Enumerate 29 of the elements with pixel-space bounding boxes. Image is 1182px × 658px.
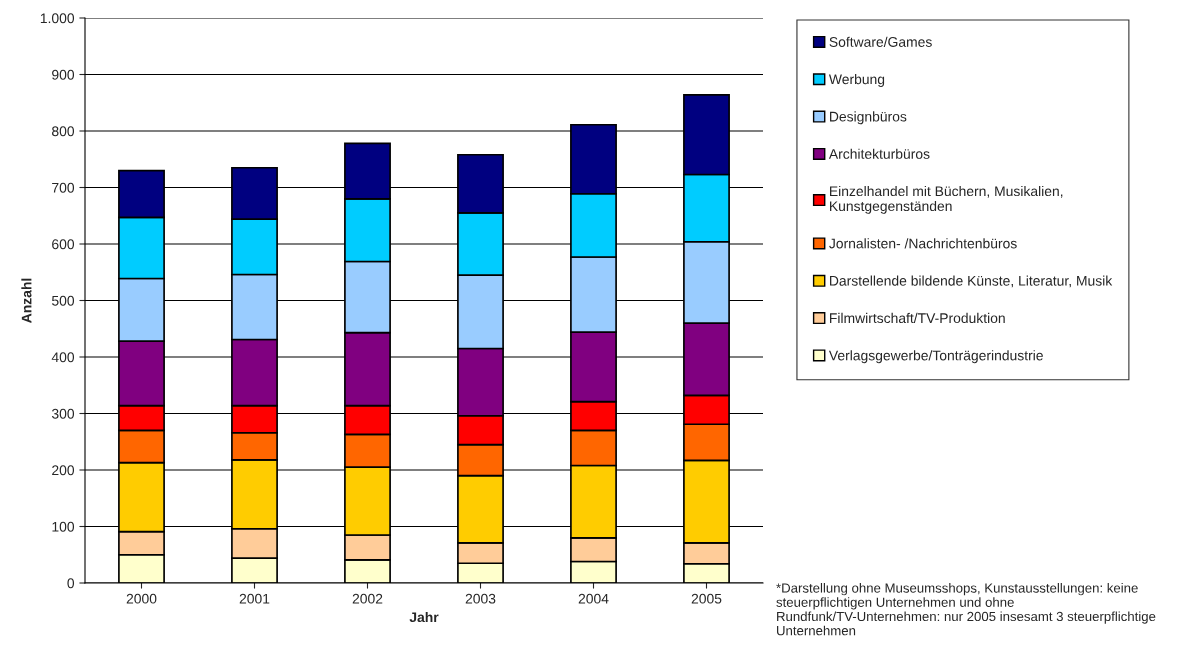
y-tick-label: 200 [52,465,75,476]
legend-label: Jornalisten- /Nachrichtenbüros [829,238,1017,249]
x-axis-title: Jahr [409,611,439,623]
y-tick-label: 600 [52,239,75,250]
y-tick-label: 100 [52,521,75,532]
y-tick-label: 400 [51,352,75,363]
x-tick-label: 2002 [352,593,383,604]
y-tick-label: 0 [67,578,75,589]
y-tick-label: 800 [52,126,75,137]
y-axis-title: Anzahl [21,278,32,323]
legend-label: Darstellende bildende Künste, Literatur, Musik [830,275,1113,288]
x-tick-label: 2001 [239,593,270,604]
y-tick-label: 700 [52,182,75,193]
y-tick-label: 500 [51,295,75,306]
y-tick-label: 900 [52,69,75,80]
y-tick-label: 300 [51,408,75,419]
legend-label: Software/Games [829,36,932,47]
x-tick-label: 2000 [126,593,157,604]
legend-label: Werbung [828,74,885,87]
legend-label: Verlagsgewerbe/Tonträgerindustrie [828,350,1043,364]
legend-label: Designbüros [830,111,907,125]
legend-label: Filmwirtschaft/TV-Produktion [830,312,1005,324]
text: *Darstellung ohne Museumsshops, Kunstausstellungen: keine steuerpflichtigen Unternehmen und ohne Rundfunk/TV-Unternehmen: nur 2005 insesamt 3 steuerpflichtige Unternehmen [776,583,1156,636]
x-tick-label: 2005 [691,593,722,604]
x-tick-label: 2003 [465,593,496,604]
legend-label: Einzelhandel mit Büchern, Musikalien, Kunstgegenständen [830,185,1063,214]
x-tick-label: 2004 [578,593,609,604]
y-tick-label: 1.000 [40,13,75,24]
legend-label: Architekturbüros [828,148,930,159]
